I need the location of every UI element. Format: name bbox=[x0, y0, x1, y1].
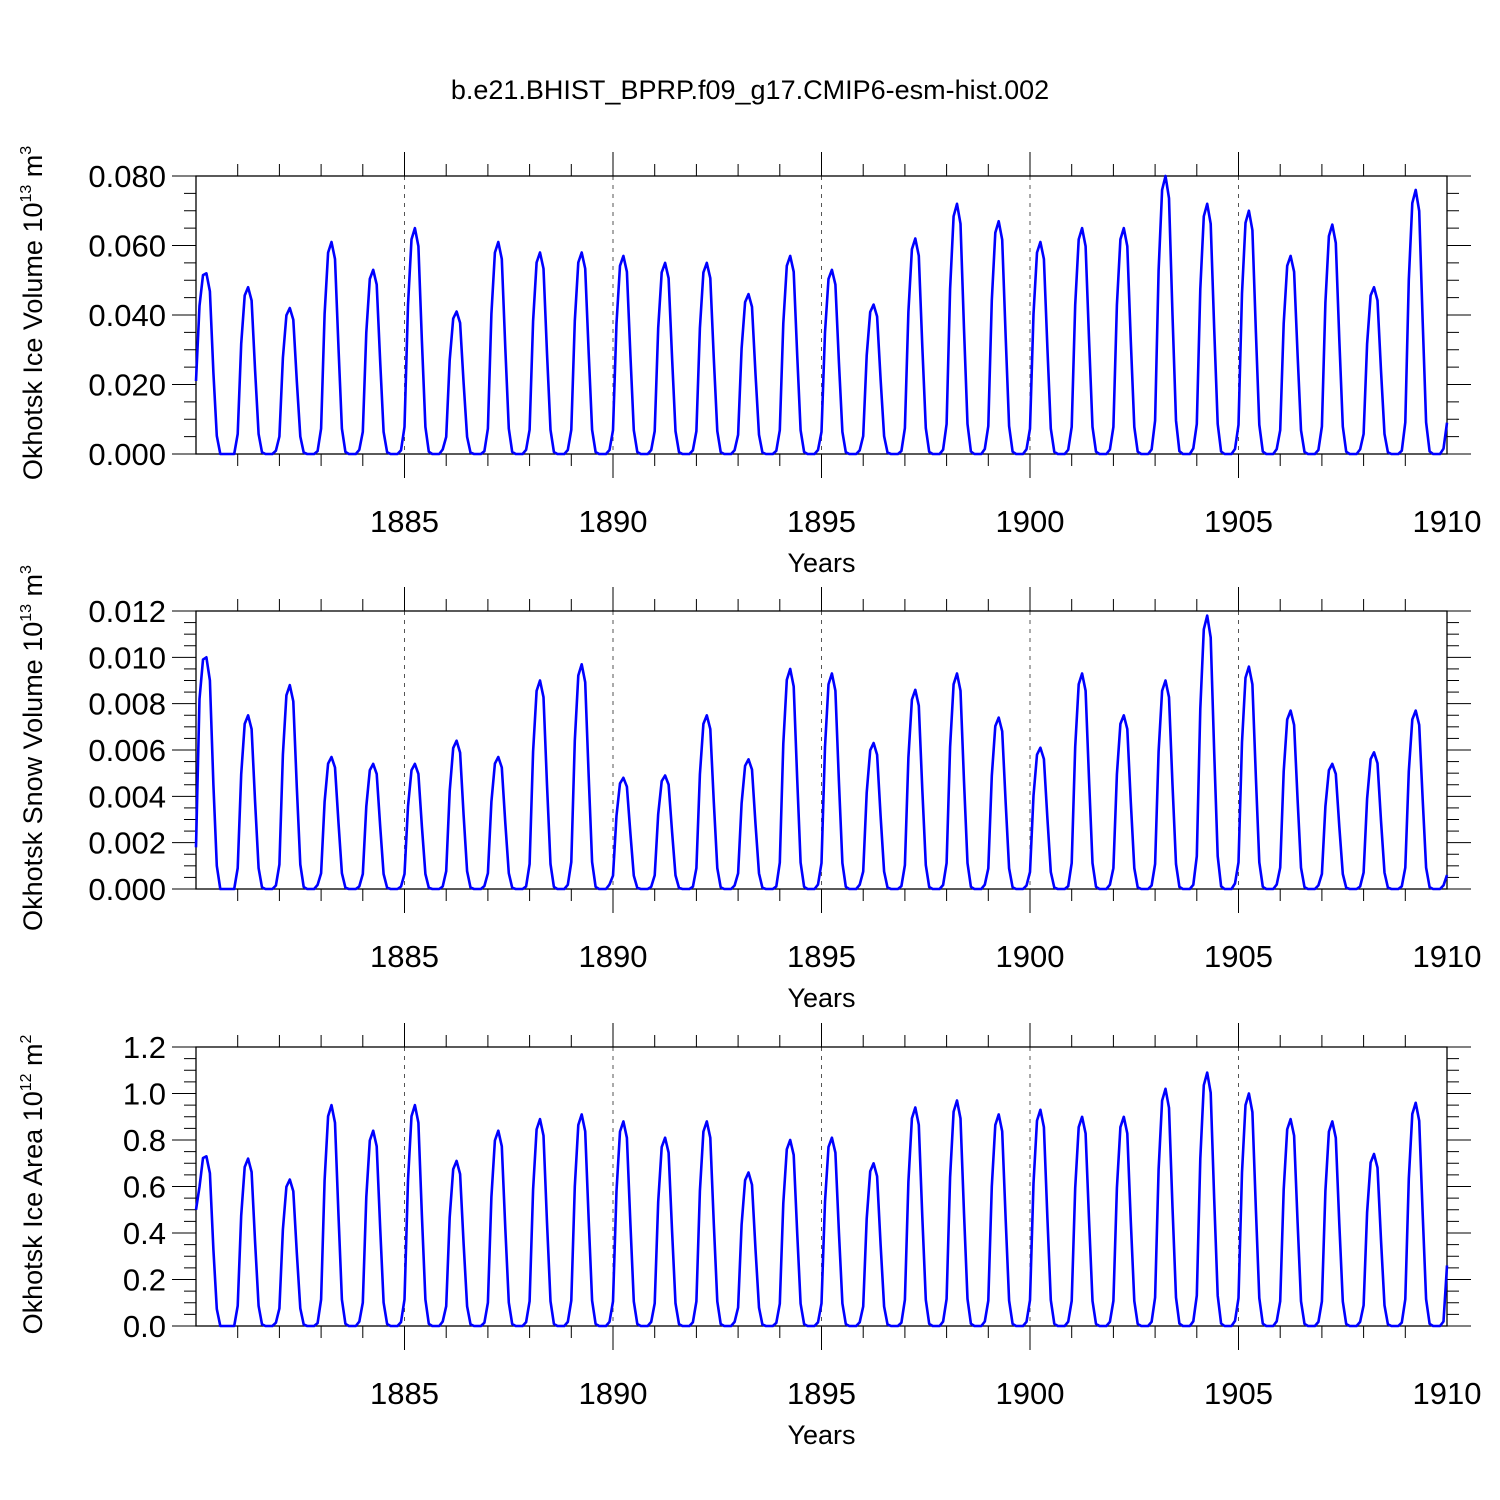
y-axis-label: Okhotsk Snow Volume 1013 m3 bbox=[18, 565, 48, 931]
y-tick-label: 0.004 bbox=[88, 779, 166, 814]
y-axis-label-exponent: 12 bbox=[18, 1073, 35, 1091]
chart-title: b.e21.BHIST_BPRP.f09_g17.CMIP6-esm-hist.… bbox=[451, 75, 1049, 105]
y-axis-label-unit: m bbox=[18, 155, 48, 185]
y-tick-label: 0.020 bbox=[88, 368, 166, 403]
x-tick-labels: 1885 1890 1895 1900 1905 1910 bbox=[370, 504, 1481, 539]
plot-frame bbox=[195, 175, 1448, 455]
y-tick-label: 0.0 bbox=[123, 1309, 166, 1344]
y-axis-label-unit: m bbox=[18, 1043, 48, 1073]
x-tick-label: 1910 bbox=[1413, 939, 1482, 974]
x-tick-label: 1895 bbox=[787, 504, 856, 539]
x-tick-label: 1900 bbox=[996, 1376, 1065, 1411]
x-tick-label: 1910 bbox=[1413, 1376, 1482, 1411]
y-tick-label: 0.000 bbox=[88, 437, 166, 472]
axis-ticks bbox=[172, 1023, 1471, 1350]
y-tick-labels: 0.000 0.002 0.004 0.006 0.008 0.010 0.012 bbox=[88, 594, 166, 907]
x-axis-label: Years bbox=[787, 548, 855, 578]
x-tick-label: 1900 bbox=[996, 939, 1065, 974]
y-tick-label: 0.060 bbox=[88, 229, 166, 264]
y-tick-label: 0.006 bbox=[88, 733, 166, 768]
x-tick-label: 1890 bbox=[579, 504, 648, 539]
series-line-snow-volume bbox=[194, 614, 1449, 891]
y-tick-label: 0.8 bbox=[123, 1123, 166, 1158]
y-tick-label: 0.6 bbox=[123, 1170, 166, 1205]
y-axis-label: Okhotsk Ice Volume 1013 m3 bbox=[18, 146, 48, 480]
x-tick-label: 1900 bbox=[996, 504, 1065, 539]
axis-ticks bbox=[172, 587, 1471, 913]
x-gridlines bbox=[404, 611, 1239, 889]
y-axis-label-exponent: 13 bbox=[18, 185, 35, 203]
x-tick-label: 1885 bbox=[370, 939, 439, 974]
y-tick-label: 1.0 bbox=[123, 1077, 166, 1112]
plot-frame bbox=[195, 1046, 1448, 1327]
y-axis-label-text: Okhotsk Ice Volume 10 bbox=[18, 203, 48, 481]
y-tick-label: 1.2 bbox=[123, 1030, 166, 1065]
x-tick-label: 1895 bbox=[787, 1376, 856, 1411]
x-tick-label: 1910 bbox=[1413, 504, 1482, 539]
y-axis-label-exponent: 13 bbox=[18, 604, 35, 622]
y-axis-label-text: Okhotsk Snow Volume 10 bbox=[18, 622, 48, 931]
x-tick-labels: 1885 1890 1895 1900 1905 1910 bbox=[370, 939, 1481, 974]
y-tick-labels: 0.000 0.020 0.040 0.060 0.080 bbox=[88, 159, 166, 472]
y-axis-label: Okhotsk Ice Area 1012 m2 bbox=[18, 1034, 48, 1334]
y-tick-label: 0.012 bbox=[88, 594, 166, 629]
y-tick-label: 0.2 bbox=[123, 1263, 166, 1298]
plot-frame bbox=[195, 610, 1448, 890]
x-tick-labels: 1885 1890 1895 1900 1905 1910 bbox=[370, 1376, 1481, 1411]
y-tick-label: 0.002 bbox=[88, 826, 166, 861]
panel-ice-volume: 0.000 0.020 0.040 0.060 0.080 1885 1890 1895 19… bbox=[18, 146, 1481, 578]
x-tick-label: 1895 bbox=[787, 939, 856, 974]
y-axis-label-unit-exponent: 3 bbox=[18, 146, 35, 155]
x-tick-label: 1885 bbox=[370, 1376, 439, 1411]
x-tick-label: 1885 bbox=[370, 504, 439, 539]
y-axis-label-unit-exponent: 3 bbox=[18, 565, 35, 574]
x-gridlines bbox=[404, 1047, 1239, 1326]
x-tick-label: 1905 bbox=[1204, 504, 1273, 539]
y-axis-label-unit-exponent: 2 bbox=[18, 1034, 35, 1043]
series-line-ice-area bbox=[194, 1071, 1449, 1328]
y-tick-label: 0.010 bbox=[88, 640, 166, 675]
y-axis-label-unit: m bbox=[18, 574, 48, 604]
y-tick-label: 0.040 bbox=[88, 298, 166, 333]
x-tick-label: 1905 bbox=[1204, 1376, 1273, 1411]
y-tick-labels: 0.0 0.2 0.4 0.6 0.8 1.0 1.2 bbox=[123, 1030, 166, 1344]
x-axis-label: Years bbox=[787, 983, 855, 1013]
panel-ice-area: 0.0 0.2 0.4 0.6 0.8 1.0 1.2 1885 1890 1895 1900 19… bbox=[18, 1023, 1481, 1450]
y-tick-label: 0.008 bbox=[88, 687, 166, 722]
x-axis-label: Years bbox=[787, 1420, 855, 1450]
x-gridlines bbox=[404, 176, 1239, 454]
x-tick-label: 1905 bbox=[1204, 939, 1273, 974]
axis-ticks bbox=[172, 152, 1471, 478]
y-axis-label-text: Okhotsk Ice Area 10 bbox=[18, 1091, 48, 1334]
x-tick-label: 1890 bbox=[579, 939, 648, 974]
series-line-ice-volume bbox=[194, 174, 1449, 456]
y-tick-label: 0.080 bbox=[88, 159, 166, 194]
x-tick-label: 1890 bbox=[579, 1376, 648, 1411]
y-tick-label: 0.000 bbox=[88, 872, 166, 907]
y-tick-label: 0.4 bbox=[123, 1216, 166, 1251]
panel-snow-volume: 0.000 0.002 0.004 0.006 0.008 0.010 0.012 1885… bbox=[18, 565, 1481, 1013]
